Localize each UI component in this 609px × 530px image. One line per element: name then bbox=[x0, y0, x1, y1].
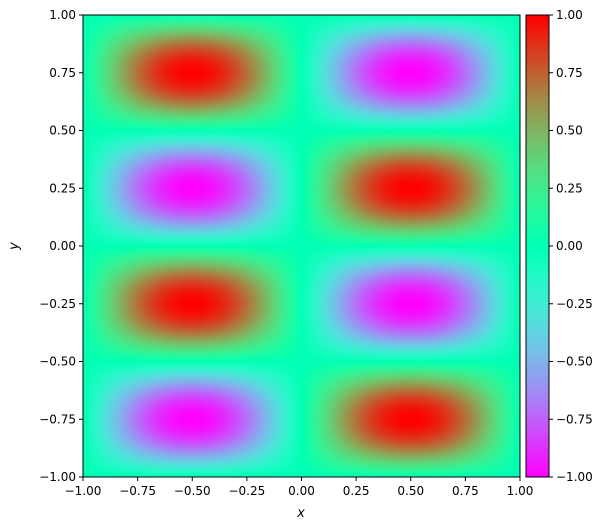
x-axis: −1.00 −0.75 −0.50 −0.25 0.00 0.25 0.50 0.75 1.00 bbox=[65, 477, 534, 498]
colorbar-tick-label: 0.50 bbox=[556, 124, 583, 138]
colorbar-gradient bbox=[526, 15, 549, 477]
y-tick-label: 1.00 bbox=[49, 8, 76, 22]
x-tick-label: 0.00 bbox=[288, 484, 315, 498]
y-tick-label: −0.75 bbox=[39, 412, 76, 426]
colorbar-tick-label: −0.75 bbox=[556, 412, 593, 426]
colorbar-tick-label: −0.25 bbox=[556, 297, 593, 311]
y-tick-label: 0.25 bbox=[49, 181, 76, 195]
colorbar-tick-label: 0.25 bbox=[556, 181, 583, 195]
colorbar: −1.00 −0.75 −0.50 −0.25 0.00 0.25 0.50 0.75 1.00 bbox=[525, 8, 593, 484]
colorbar-tick-label: 1.00 bbox=[556, 8, 583, 22]
y-tick-label: −0.25 bbox=[39, 297, 76, 311]
heatmap-image bbox=[83, 15, 520, 477]
x-tick-label: 0.75 bbox=[452, 484, 479, 498]
x-tick-label: 1.00 bbox=[507, 484, 534, 498]
x-axis-label: x bbox=[296, 506, 305, 521]
x-tick-label: −0.25 bbox=[228, 484, 265, 498]
y-tick-label: −0.50 bbox=[39, 355, 76, 369]
colorbar-tick-label: −1.00 bbox=[556, 470, 593, 484]
x-tick-label: 0.25 bbox=[343, 484, 370, 498]
y-tick-label: −1.00 bbox=[39, 470, 76, 484]
colorbar-tick-label: −0.50 bbox=[556, 355, 593, 369]
colorbar-tick-label: 0.75 bbox=[556, 66, 583, 80]
y-tick-label: 0.50 bbox=[49, 124, 76, 138]
colorbar-ticks: −1.00 −0.75 −0.50 −0.25 0.00 0.25 0.50 0.75 1.00 bbox=[549, 8, 593, 484]
x-tick-label: 0.50 bbox=[397, 484, 424, 498]
y-tick-label: 0.00 bbox=[49, 239, 76, 253]
x-tick-label: −0.50 bbox=[174, 484, 211, 498]
y-axis: −1.00 −0.75 −0.50 −0.25 0.00 0.25 0.50 0.75 1.00 bbox=[39, 8, 83, 484]
plot-area bbox=[82, 14, 521, 478]
colorbar-tick-label: 0.00 bbox=[556, 239, 583, 253]
x-tick-label: −0.75 bbox=[119, 484, 156, 498]
y-axis-label: y bbox=[7, 242, 22, 251]
y-tick-label: 0.75 bbox=[49, 66, 76, 80]
x-tick-label: −1.00 bbox=[65, 484, 102, 498]
